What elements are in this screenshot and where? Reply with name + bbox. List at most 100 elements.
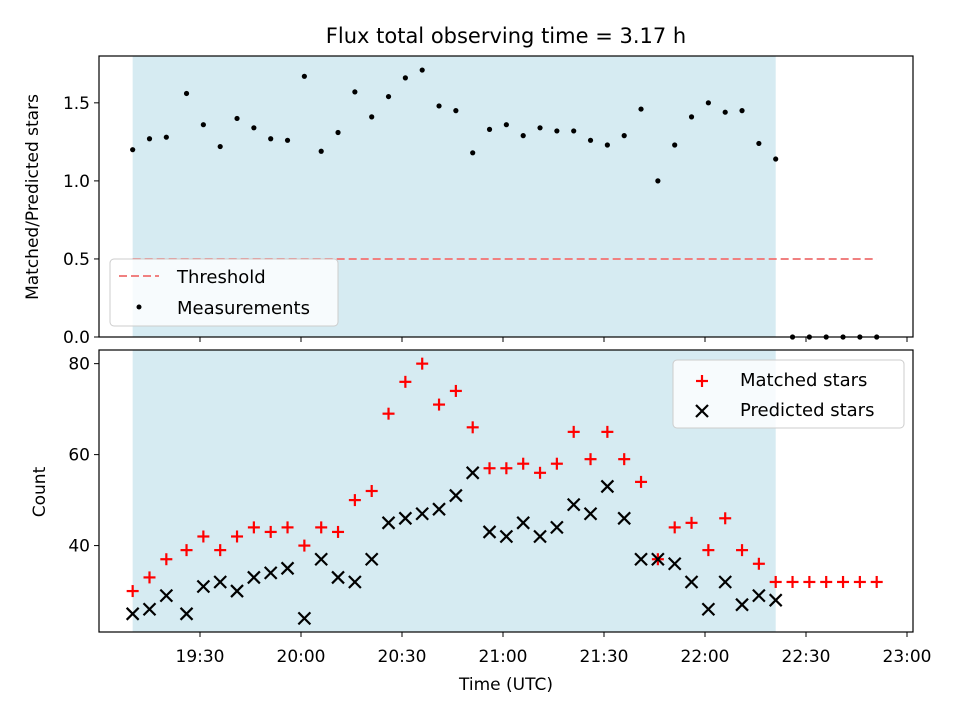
- measurement-point: [554, 128, 560, 134]
- matched-star-point: [231, 530, 244, 543]
- matched-star-point: [517, 457, 530, 470]
- measurement-point: [520, 133, 526, 139]
- matched-star-point: [668, 521, 681, 534]
- matched-star-point: [197, 530, 210, 543]
- measurement-point: [130, 147, 136, 153]
- legend-matched-swatch: [696, 375, 708, 387]
- ratio-y-tick-label: 0.0: [63, 328, 90, 348]
- measurement-point: [705, 100, 711, 106]
- predicted-star-point: [533, 529, 547, 544]
- matched-star-point: [837, 575, 850, 588]
- count-axis-label: Count: [30, 466, 50, 517]
- measurement-point: [335, 129, 341, 136]
- predicted-star-point: [381, 516, 396, 530]
- measurement-point: [217, 143, 223, 150]
- matched-star-point: [719, 512, 732, 525]
- count-y-tick-label: 80: [68, 355, 90, 375]
- measurement-point: [234, 115, 240, 122]
- matched-star-point: [853, 575, 866, 588]
- time-x-tick-label: 22:30: [782, 647, 831, 667]
- predicted-star-point: [415, 506, 429, 521]
- measurement-point: [503, 122, 509, 128]
- count-y-tick-label: 40: [68, 537, 90, 557]
- matched-star-point: [264, 525, 277, 538]
- measurement-point: [369, 114, 375, 120]
- count-panel: Count Time (UTC) 40 60 80 19:30 20:00 20:30 2…: [30, 349, 932, 695]
- measurement-point: [688, 114, 695, 120]
- predicted-star-point: [297, 611, 312, 626]
- predicted-star-point: [600, 479, 615, 494]
- observing-interval-shade: [132, 350, 776, 632]
- measurement-point: [385, 93, 392, 100]
- matched-star-point: [348, 494, 361, 507]
- time-x-tick-label: 20:00: [277, 647, 326, 667]
- matched-star-point: [247, 521, 260, 534]
- predicted-star-point: [263, 566, 278, 580]
- time-x-tick-label: 21:30: [580, 647, 629, 667]
- predicted-star-point: [482, 525, 497, 539]
- predicted-star-point: [651, 552, 665, 567]
- time-x-tick-label: 23:00: [883, 647, 932, 667]
- legend-predicted-label: Predicted stars: [740, 400, 874, 421]
- measurement-point: [419, 67, 425, 73]
- measurement-point: [672, 142, 678, 148]
- measurement-point: [621, 133, 627, 139]
- predicted-star-point: [449, 488, 463, 503]
- measurement-point: [537, 125, 543, 131]
- matched-star-point: [466, 421, 479, 434]
- matched-star-point: [601, 425, 614, 438]
- predicted-star-point: [550, 520, 564, 535]
- predicted-star-point: [566, 497, 581, 512]
- measurement-point: [470, 150, 476, 156]
- measurement-point: [318, 148, 324, 154]
- measurement-point: [773, 156, 779, 162]
- predicted-star-point: [364, 552, 379, 567]
- matched-star-point: [736, 544, 749, 557]
- predicted-star-point: [247, 570, 261, 585]
- matched-star-point: [500, 462, 513, 475]
- measurement-point: [486, 126, 493, 132]
- predicted-star-point: [667, 556, 682, 571]
- count-y-tick-label: 60: [68, 446, 90, 466]
- matched-star-point: [298, 539, 311, 552]
- matched-star-point: [399, 375, 412, 388]
- measurement-point: [146, 136, 153, 142]
- predicted-star-point: [583, 506, 598, 521]
- measurement-point: [571, 128, 577, 134]
- count-axes-frame: [98, 349, 914, 633]
- matched-star-point: [214, 544, 227, 557]
- matched-star-point: [567, 425, 580, 438]
- measurement-point: [200, 122, 206, 128]
- legend-measurements-swatch: [136, 304, 142, 310]
- measurement-point: [756, 140, 762, 147]
- legend-predicted-swatch: [695, 404, 709, 418]
- predicted-star-point: [499, 529, 514, 544]
- measurement-point: [284, 137, 291, 143]
- legend-matched-label: Matched stars: [740, 370, 867, 391]
- ratio-y-tick-label: 0.5: [63, 250, 90, 270]
- measurement-point: [638, 106, 644, 112]
- matched-star-point: [635, 475, 648, 488]
- measurement-point: [436, 103, 442, 109]
- matched-star-point: [870, 575, 883, 588]
- predicted-star-point: [142, 602, 157, 617]
- matched-star-point: [534, 466, 547, 479]
- measurement-point: [655, 178, 661, 184]
- matched-star-point: [769, 575, 782, 588]
- predicted-star-point: [701, 602, 716, 617]
- matched-star-point: [143, 571, 156, 584]
- predicted-star-point: [718, 575, 732, 589]
- matched-star-point: [550, 457, 563, 470]
- measurement-point: [352, 89, 358, 95]
- matched-star-point: [126, 585, 139, 598]
- time-x-tick-label: 22:00: [681, 647, 730, 667]
- measurement-point: [604, 142, 610, 148]
- matched-star-point: [315, 521, 328, 534]
- measurement-point: [722, 109, 728, 115]
- matched-star-point: [820, 575, 833, 588]
- matched-star-point: [752, 557, 765, 570]
- matched-star-point: [702, 544, 715, 557]
- predicted-star-point: [465, 466, 480, 480]
- matched-star-point: [618, 453, 631, 466]
- ratio-axis-label: Matched/Predicted stars: [23, 94, 43, 300]
